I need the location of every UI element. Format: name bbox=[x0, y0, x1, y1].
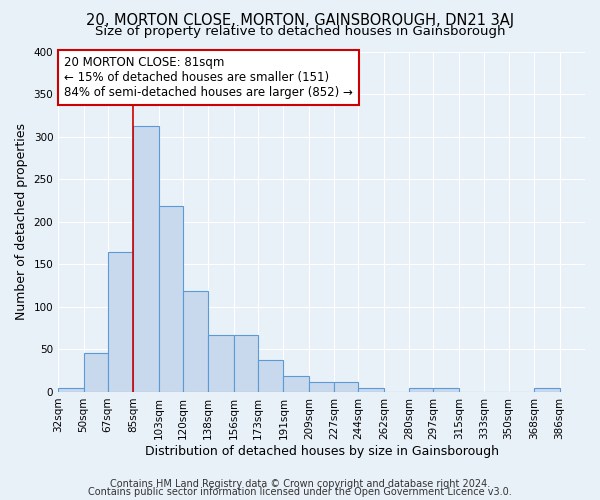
Text: 20, MORTON CLOSE, MORTON, GAINSBOROUGH, DN21 3AJ: 20, MORTON CLOSE, MORTON, GAINSBOROUGH, … bbox=[86, 12, 514, 28]
Bar bbox=[108, 252, 133, 392]
Bar bbox=[433, 388, 459, 392]
Bar bbox=[309, 382, 334, 392]
Text: Contains HM Land Registry data © Crown copyright and database right 2024.: Contains HM Land Registry data © Crown c… bbox=[110, 479, 490, 489]
Text: Size of property relative to detached houses in Gainsborough: Size of property relative to detached ho… bbox=[95, 25, 505, 38]
Bar bbox=[234, 335, 258, 392]
Bar bbox=[358, 388, 384, 392]
Y-axis label: Number of detached properties: Number of detached properties bbox=[15, 123, 28, 320]
Text: 20 MORTON CLOSE: 81sqm
← 15% of detached houses are smaller (151)
84% of semi-de: 20 MORTON CLOSE: 81sqm ← 15% of detached… bbox=[64, 56, 353, 99]
Bar bbox=[208, 335, 234, 392]
Bar bbox=[534, 388, 560, 392]
Bar bbox=[58, 388, 83, 392]
Bar bbox=[133, 126, 159, 392]
Bar bbox=[83, 353, 108, 392]
Bar bbox=[258, 360, 283, 392]
Bar bbox=[334, 382, 358, 392]
Bar bbox=[183, 290, 208, 392]
Text: Contains public sector information licensed under the Open Government Licence v3: Contains public sector information licen… bbox=[88, 487, 512, 497]
Bar bbox=[283, 376, 309, 392]
X-axis label: Distribution of detached houses by size in Gainsborough: Distribution of detached houses by size … bbox=[145, 444, 499, 458]
Bar bbox=[409, 388, 433, 392]
Bar bbox=[159, 206, 183, 392]
